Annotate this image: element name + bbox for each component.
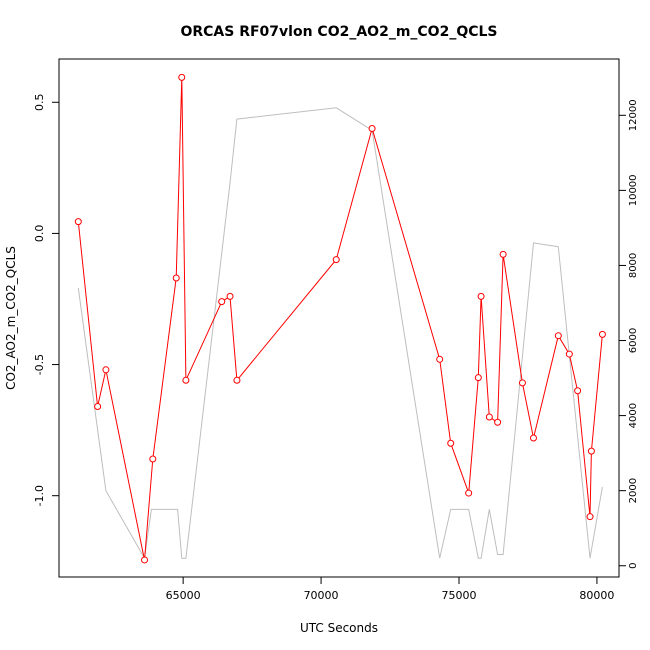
data-point [586, 513, 594, 521]
data-point [233, 376, 241, 384]
data-point [529, 434, 537, 442]
data-point [141, 556, 149, 564]
data-point [149, 455, 157, 463]
x-tick-label: 70000 [304, 589, 339, 602]
y2-tick-label: 8000 [628, 253, 639, 278]
y-tick-label: 0.5 [33, 94, 46, 112]
data-point [447, 439, 455, 447]
series-layer [74, 73, 606, 564]
y2-tick-label: 4000 [628, 403, 639, 428]
y2-tick-label: 6000 [628, 328, 639, 353]
data-point [554, 332, 562, 340]
y-tick-label: -0.5 [33, 354, 46, 375]
data-point [518, 379, 526, 387]
data-point [226, 292, 234, 300]
y2-tick-label: 2000 [628, 478, 639, 503]
data-point [94, 403, 102, 411]
data-point [172, 274, 180, 282]
y-tick-label: -1.0 [33, 485, 46, 506]
x-tick-label: 65000 [166, 589, 201, 602]
data-point [485, 413, 493, 421]
data-point [499, 250, 507, 258]
axes-layer: 65000 70000 75000 80000 -1.0 -0.5 0.0 0.5 0 2000 4… [33, 94, 639, 602]
y2-tick-label: 10000 [628, 174, 639, 206]
data-point [102, 366, 110, 374]
data-point [598, 330, 606, 338]
data-point [587, 447, 595, 455]
data-point [565, 350, 573, 358]
y-tick-label: 0.0 [33, 225, 46, 243]
x-tick-label: 75000 [442, 589, 477, 602]
data-point [465, 489, 473, 497]
y2-tick-label: 0 [628, 563, 639, 569]
data-point [436, 355, 444, 363]
y-axis-label: CO2_AO2_m_CO2_QCLS [4, 246, 18, 390]
data-point [332, 256, 340, 264]
data-point [182, 376, 190, 384]
data-point [477, 292, 485, 300]
x-axis-label: UTC Seconds [300, 621, 378, 635]
plot-frame [58, 58, 620, 578]
data-point [474, 374, 482, 382]
data-point [494, 418, 502, 426]
data-point [218, 298, 226, 306]
chart-title: ORCAS RF07vlon CO2_AO2_m_CO2_QCLS [180, 24, 497, 40]
data-point [74, 218, 82, 226]
y2-tick-label: 12000 [628, 99, 639, 131]
x-tick-label: 80000 [579, 589, 614, 602]
data-point [574, 387, 582, 395]
series-line-right-axis [77, 107, 603, 560]
data-point [368, 125, 376, 133]
data-point [178, 73, 186, 81]
